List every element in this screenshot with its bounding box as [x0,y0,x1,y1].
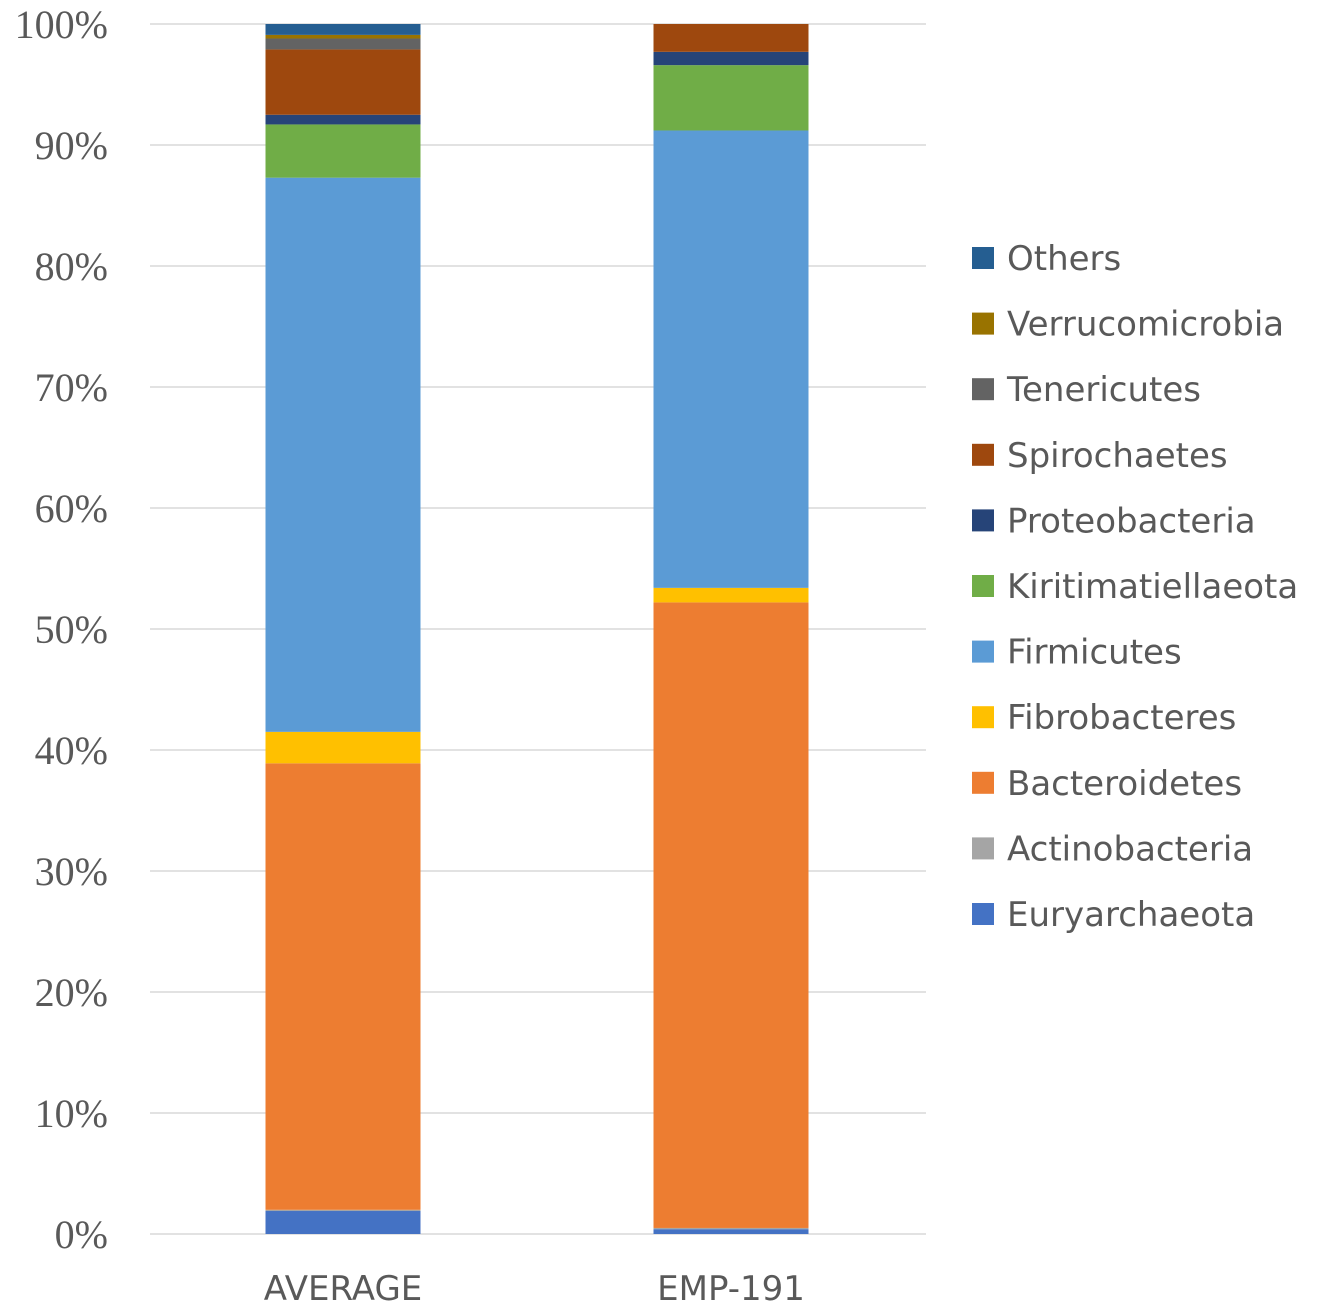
legend-swatch [972,640,994,663]
legend-label: Proteobacteria [1007,501,1256,541]
legend-swatch [972,378,994,401]
bar-segment-others [265,24,421,35]
x-tick-label: AVERAGE [264,1269,423,1308]
x-axis-ticks: AVERAGE EMP-191 [264,1269,805,1308]
y-tick-label: 100% [15,2,108,47]
legend-label: Firmicutes [1007,633,1182,673]
legend-label: Euryarchaeota [1007,895,1255,935]
legend-swatch [972,903,994,925]
bar-segment-bacteroidetes [265,763,421,1210]
bar-segment-euryarchaeota [653,1229,809,1234]
legend-swatch [972,443,994,466]
bar-segment-spirochaetes [265,49,421,115]
y-tick-label: 20% [35,970,108,1015]
bar-segment-verrucomicrobia [265,34,421,39]
bar-segment-kiritimatiellaeota [265,124,421,178]
bar-segment-bacteroidetes [653,602,809,1228]
legend: Others Verrucomicrobia Tenericutes Spirocha… [972,239,1298,935]
y-tick-label: 0% [55,1212,108,1257]
bar-segment-tenericutes [265,38,421,50]
legend-swatch [972,837,994,860]
y-tick-label: 80% [35,244,108,289]
bar-segment-actinobacteria [653,1227,809,1230]
legend-swatch [972,575,994,597]
y-tick-label: 70% [35,365,108,410]
y-tick-label: 30% [35,849,108,894]
y-tick-label: 10% [35,1091,108,1136]
y-tick-label: 60% [35,486,108,531]
y-tick-label: 50% [35,607,108,652]
bars [265,24,809,1234]
bar-segment-spirochaetes [653,24,809,52]
bar-segment-fibrobacteres [653,587,809,603]
bar-segment-proteobacteria [653,51,809,66]
legend-swatch [972,312,994,335]
bar-segment-euryarchaeota [265,1211,421,1234]
y-axis-ticks: 0% 10% 20% 30% 40% 50% 60% 70% 80% 90% 100% [15,2,108,1257]
bar-segment-actinobacteria [265,1209,421,1212]
x-tick-label: EMP-191 [657,1269,805,1308]
legend-swatch [972,247,994,269]
legend-label: Kiritimatiellaeota [1007,567,1298,607]
bar-segment-kiritimatiellaeota [653,65,809,131]
bar-segment-firmicutes [265,177,421,732]
legend-swatch [972,771,994,794]
legend-label: Actinobacteria [1007,829,1253,869]
bar-segment-firmicutes [653,130,809,588]
bar-segment-proteobacteria [265,114,421,125]
legend-label: Bacteroidetes [1007,764,1242,804]
legend-label: Others [1007,239,1121,279]
legend-label: Tenericutes [1006,370,1201,410]
legend-swatch [972,509,994,532]
legend-swatch [972,706,994,729]
y-tick-label: 90% [35,123,108,168]
legend-label: Spirochaetes [1007,436,1228,476]
y-tick-label: 40% [35,728,108,773]
legend-label: Fibrobacteres [1007,698,1236,738]
legend-label: Verrucomicrobia [1007,305,1284,345]
bar-segment-fibrobacteres [265,731,421,764]
